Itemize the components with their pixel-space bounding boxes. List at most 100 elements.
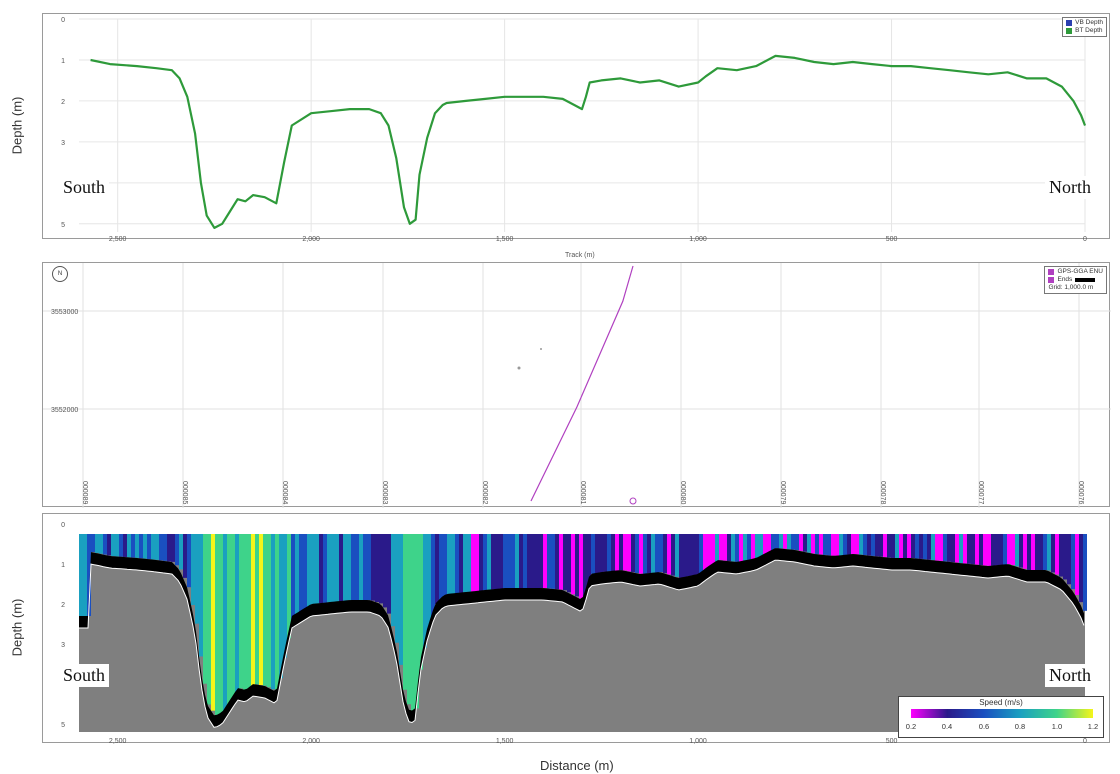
speed-column	[899, 534, 903, 558]
speed-column	[103, 534, 107, 555]
speed-column	[1075, 534, 1079, 595]
speed-column	[263, 534, 267, 686]
speed-column	[827, 534, 831, 556]
speed-column	[795, 534, 799, 551]
colorbar-tick: 0.4	[941, 722, 953, 731]
speed-column	[923, 534, 927, 560]
speed-column	[295, 534, 299, 615]
speed-column	[615, 534, 619, 571]
speed-column	[159, 534, 163, 561]
x-tick-label: 000078	[879, 481, 886, 504]
depth-legend: VB Depth BT Depth	[1062, 17, 1107, 37]
speed-column	[983, 534, 987, 566]
speed-column	[1063, 534, 1067, 580]
speed-column	[971, 534, 975, 565]
speed-column	[319, 534, 323, 604]
speed-column	[1067, 534, 1071, 585]
speed-column	[867, 534, 871, 556]
speed-column	[847, 534, 851, 555]
legend-item-bt-depth: BT Depth	[1066, 27, 1103, 35]
speed-column	[1011, 534, 1015, 566]
speed-column	[635, 534, 639, 573]
speed-column	[627, 534, 631, 572]
speed-column	[363, 534, 367, 600]
speed-column	[787, 534, 791, 550]
speed-column	[851, 534, 855, 555]
speed-column	[471, 534, 475, 592]
speed-column	[179, 534, 183, 570]
track-point	[540, 348, 542, 350]
speed-column	[647, 534, 651, 574]
speed-column	[87, 534, 91, 616]
speed-column	[267, 534, 271, 688]
speed-column	[451, 534, 455, 594]
speed-column	[499, 534, 503, 589]
speed-column	[803, 534, 807, 552]
ends-swatch	[1048, 277, 1055, 283]
speed-column	[919, 534, 923, 559]
speed-column	[951, 534, 955, 563]
speed-column	[239, 534, 243, 689]
speed-column	[399, 534, 403, 665]
x-tick-label: 000084	[281, 481, 288, 504]
speed-column	[811, 534, 815, 554]
colorbar-title: Speed (m/s)	[979, 698, 1023, 707]
x-tick-label: 000080	[679, 481, 686, 504]
y-tick-label: 3	[61, 140, 65, 147]
north-arrow-icon: N	[52, 266, 68, 282]
x-tick-label: 500	[886, 738, 898, 745]
speed-column	[931, 534, 935, 561]
speed-column	[191, 534, 195, 606]
speed-column	[623, 534, 627, 571]
x-tick-label: 000082	[481, 481, 488, 504]
legend-bt-depth-label: BT Depth	[1075, 27, 1103, 34]
bottom-blanking-band	[79, 548, 1084, 728]
speed-column	[511, 534, 515, 588]
speed-column	[799, 534, 803, 551]
speed-column	[815, 534, 819, 555]
speed-column	[579, 534, 583, 599]
speed-column	[751, 534, 755, 560]
bt-depth-line	[90, 54, 1087, 229]
speed-column	[1007, 534, 1011, 565]
speed-column	[823, 534, 827, 555]
x-tick-label: 2,000	[302, 236, 320, 243]
speed-column	[663, 534, 667, 574]
gps-track-line	[530, 265, 634, 502]
speed-column	[715, 534, 719, 562]
speed-column	[571, 534, 575, 595]
speed-column	[903, 534, 907, 558]
colorbar-tick: 0.8	[1014, 722, 1026, 731]
speed-column	[275, 534, 279, 692]
vb-depth-swatch	[1066, 20, 1073, 26]
speed-column	[407, 534, 411, 705]
y-tick-label: 3	[61, 642, 65, 649]
speed-column	[127, 534, 131, 558]
speed-column	[875, 534, 879, 557]
speed-column	[699, 534, 703, 574]
speed-column	[583, 534, 587, 597]
speed-column	[535, 534, 539, 588]
x-tick-label: 500	[886, 236, 898, 243]
speed-column	[915, 534, 919, 559]
speed-column	[955, 534, 959, 563]
speed-column	[599, 534, 603, 573]
speed-column	[123, 534, 127, 557]
speed-column	[963, 534, 967, 564]
north-label-top: North	[1045, 176, 1095, 199]
speed-column	[355, 534, 359, 600]
speed-column	[907, 534, 911, 558]
speed-column	[243, 534, 247, 690]
speed-column	[675, 534, 679, 577]
speed-column	[819, 534, 823, 555]
speed-column	[415, 534, 419, 709]
speed-column	[379, 534, 383, 604]
speed-column	[891, 534, 895, 558]
legend-item-ends: Ends	[1048, 276, 1103, 284]
y-tick-label: 3553000	[51, 309, 78, 316]
speed-column	[439, 534, 443, 600]
legend-vb-depth-label: VB Depth	[1075, 19, 1103, 26]
speed-column	[887, 534, 891, 558]
speed-column	[155, 534, 159, 560]
speed-column	[691, 534, 695, 576]
